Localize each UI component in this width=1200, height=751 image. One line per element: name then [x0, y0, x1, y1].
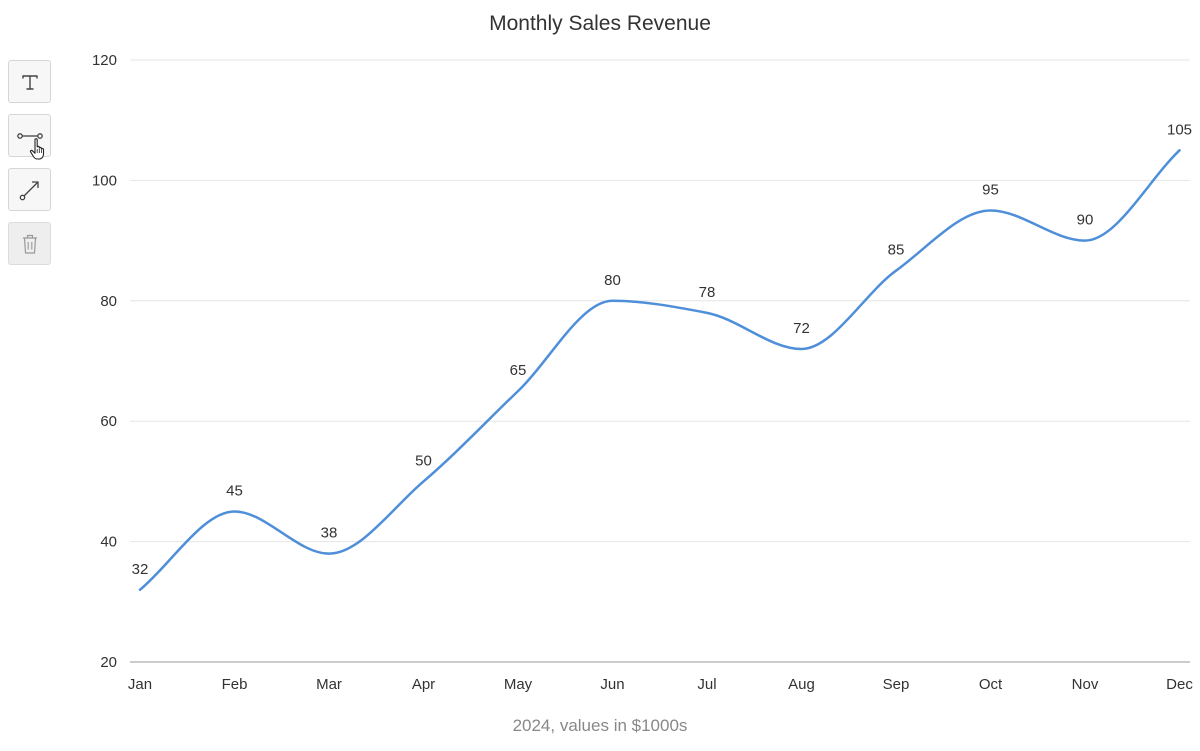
grid-lines [130, 59, 1190, 543]
x-tick-label: Nov [1072, 676, 1099, 693]
x-tick-label: Sep [883, 676, 910, 693]
segment-icon [16, 132, 43, 139]
line-segment-tool-button[interactable] [8, 114, 51, 160]
arrow-tool-button[interactable] [8, 168, 51, 211]
hand-pointer-icon [29, 138, 45, 160]
x-tick-label: Dec [1166, 676, 1193, 693]
x-tick-label: Jan [128, 676, 152, 693]
text-tool-button[interactable] [8, 60, 51, 103]
y-tick-label: 120 [92, 52, 117, 69]
data-label: 72 [793, 320, 810, 337]
x-tick-label: Aug [788, 676, 815, 693]
data-label: 80 [604, 272, 621, 289]
data-label: 32 [132, 561, 149, 578]
x-tick-label: Oct [979, 676, 1003, 693]
data-label: 65 [510, 362, 527, 379]
x-axis: Jan Feb Mar Apr May Jun Jul Aug Sep Oct Nov Dec [128, 661, 1193, 693]
y-tick-label: 20 [100, 654, 117, 671]
y-tick-label: 40 [100, 534, 117, 551]
annotation-toolbar [8, 60, 51, 276]
x-tick-label: May [504, 676, 533, 693]
data-label: 50 [415, 452, 432, 469]
series-sales [138, 149, 1181, 592]
y-tick-label: 80 [100, 293, 117, 310]
data-label: 85 [888, 242, 905, 259]
data-label: 95 [982, 182, 999, 199]
delete-tool-button[interactable] [8, 222, 51, 265]
x-tick-label: Feb [222, 676, 248, 693]
y-tick-label: 60 [100, 413, 117, 430]
x-tick-label: Apr [412, 676, 435, 693]
data-labels: 32 45 38 50 65 80 78 72 85 95 90 105 [132, 121, 1192, 577]
text-icon [21, 74, 38, 90]
data-label: 90 [1077, 212, 1094, 229]
x-tick-label: Jun [600, 676, 624, 693]
trash-icon [22, 234, 37, 254]
data-label: 45 [226, 483, 243, 500]
x-tick-label: Mar [316, 676, 342, 693]
y-axis: 20 40 60 80 100 120 [92, 52, 117, 671]
data-label: 78 [699, 284, 716, 301]
data-label: 105 [1167, 121, 1192, 138]
series-line [138, 149, 1181, 592]
y-tick-label: 100 [92, 172, 117, 189]
chart-subtitle: 2024, values in $1000s [513, 716, 688, 735]
x-tick-label: Jul [697, 676, 716, 693]
arrow-icon [19, 180, 39, 200]
chart-title: Monthly Sales Revenue [489, 12, 711, 35]
data-label: 38 [321, 525, 338, 542]
